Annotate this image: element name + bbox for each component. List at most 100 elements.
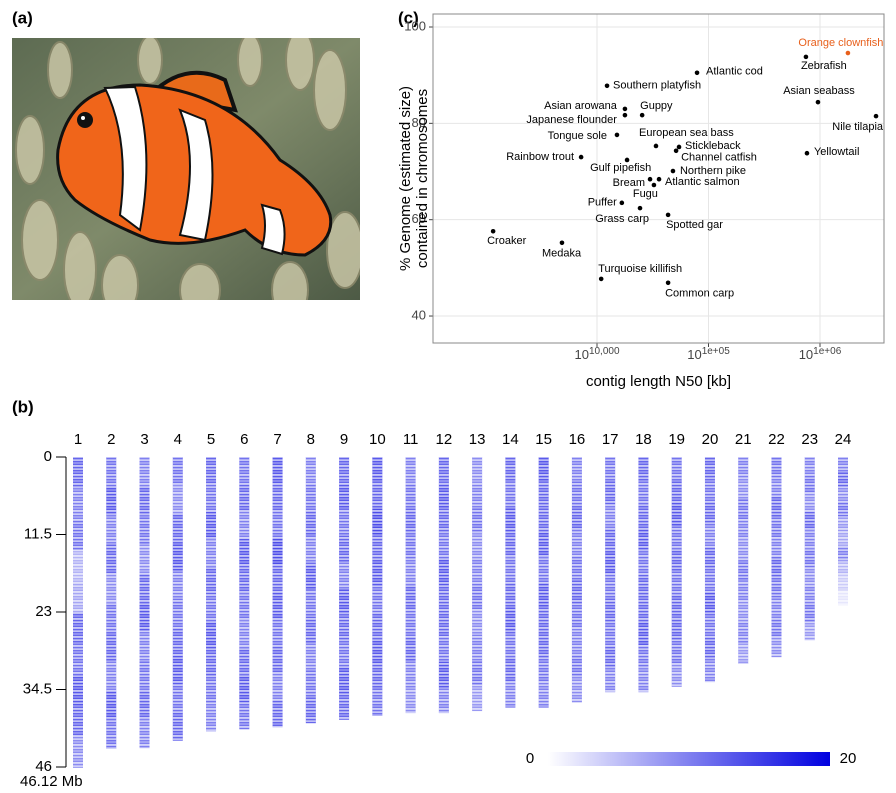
colorbar-label: 20 — [840, 750, 857, 767]
chromosome-label: 10 — [369, 431, 386, 448]
point — [648, 177, 653, 182]
point-label: Atlantic cod — [706, 66, 763, 78]
chromosome-label: 8 — [307, 431, 315, 448]
chromosome — [472, 457, 482, 711]
chromosome — [738, 457, 748, 664]
chromosome-label: 7 — [273, 431, 281, 448]
chromosome — [672, 457, 682, 687]
point — [605, 83, 610, 88]
chromosome — [572, 457, 582, 702]
chromosome-label: 4 — [174, 431, 182, 448]
chromosome — [805, 457, 815, 640]
y-tick-label: 11.5 — [24, 525, 52, 542]
chromosome-label: 11 — [403, 431, 419, 448]
chromosome-label: 17 — [602, 431, 619, 448]
point-label: Asian seabass — [783, 85, 855, 97]
chromosome — [140, 457, 150, 748]
clownfish-photo — [12, 30, 363, 318]
chromosome-label: 2 — [107, 431, 115, 448]
point-label: Croaker — [487, 235, 526, 247]
tick-base: 10 — [799, 347, 813, 362]
chromosome-label: 24 — [835, 431, 852, 448]
point — [620, 201, 625, 206]
point — [805, 151, 810, 156]
point — [654, 144, 659, 149]
y-tick-label: 100 — [404, 18, 426, 33]
point — [623, 107, 628, 112]
panel-label: (b) — [12, 397, 34, 416]
point — [816, 100, 821, 105]
chromosome — [406, 457, 416, 713]
colorbar — [548, 752, 830, 766]
point-label: Turquoise killifish — [598, 263, 682, 275]
annotation: 46.12 Mb — [20, 773, 83, 790]
point-label: Tongue sole — [548, 130, 607, 142]
panel-label: (a) — [12, 8, 33, 27]
chromosome-label: 20 — [702, 431, 719, 448]
chromosome-label: 16 — [569, 431, 586, 448]
tick-base: 10 — [574, 347, 588, 362]
chromosome — [838, 457, 848, 605]
point — [623, 113, 628, 118]
point-label: Atlantic salmon — [665, 176, 740, 188]
chromosome-label: 9 — [340, 431, 348, 448]
chromosome — [638, 457, 648, 692]
y-axis-title: % Genome (estimated size) — [397, 86, 414, 271]
chromosome — [173, 457, 183, 741]
x-tick-label: 101e+06 — [799, 346, 842, 363]
point-label: Zebrafish — [801, 60, 847, 72]
point-label: Gulf pipefish — [590, 162, 651, 174]
point-label: Japanese flounder — [526, 114, 617, 126]
point-label: Medaka — [542, 248, 582, 260]
chromosome-label: 12 — [436, 431, 453, 448]
point-label: Northern pike — [680, 165, 746, 177]
x-axis-title: contig length N50 [kb] — [586, 373, 731, 390]
point — [615, 133, 620, 138]
chromosome — [106, 457, 116, 749]
point-label: Channel catfish — [681, 152, 757, 164]
point — [846, 51, 851, 56]
point — [599, 277, 604, 282]
chromosome — [505, 457, 515, 708]
tick-base: 10 — [687, 347, 701, 362]
point — [671, 169, 676, 174]
chromosome-label: 23 — [801, 431, 818, 448]
y-tick-label: 40 — [412, 307, 426, 322]
point-label: Rainbow trout — [506, 151, 574, 163]
tick-exponent: 1e+05 — [702, 346, 731, 357]
chromosome-label: 6 — [240, 431, 248, 448]
y-tick-label: 34.5 — [23, 680, 52, 697]
chromosome — [206, 457, 216, 731]
point-label: Yellowtail — [814, 146, 859, 158]
point-label: Stickleback — [685, 140, 741, 152]
tick-exponent: 10,000 — [589, 346, 620, 357]
point — [652, 183, 657, 188]
chromosome-label: 22 — [768, 431, 785, 448]
y-axis-title: contained in chromosomes — [414, 89, 431, 268]
point — [657, 177, 662, 182]
point — [640, 113, 645, 118]
point-label: Spotted gar — [666, 219, 723, 231]
point-label: Nile tilapia — [832, 121, 884, 133]
point — [579, 155, 584, 160]
point-label: Grass carp — [595, 213, 649, 225]
chromosome-label: 13 — [469, 431, 486, 448]
point-label: Orange clownfish — [798, 37, 883, 49]
point-label: Puffer — [588, 197, 617, 209]
chromosome-label: 21 — [735, 431, 752, 448]
point-label: Common carp — [665, 288, 734, 300]
point-label: Fugu — [633, 188, 658, 200]
chromosome-label: 14 — [502, 431, 519, 448]
point — [804, 55, 809, 60]
chromosome-label: 5 — [207, 431, 215, 448]
point-label: European sea bass — [639, 127, 734, 139]
y-tick-label: 0 — [44, 448, 52, 465]
point — [695, 70, 700, 75]
chromosome — [239, 457, 249, 729]
chromosome — [539, 457, 549, 708]
point-label: Guppy — [640, 100, 673, 112]
chromosome — [439, 457, 449, 713]
point — [874, 114, 879, 119]
colorbar-label: 0 — [526, 750, 534, 767]
point — [560, 241, 565, 246]
